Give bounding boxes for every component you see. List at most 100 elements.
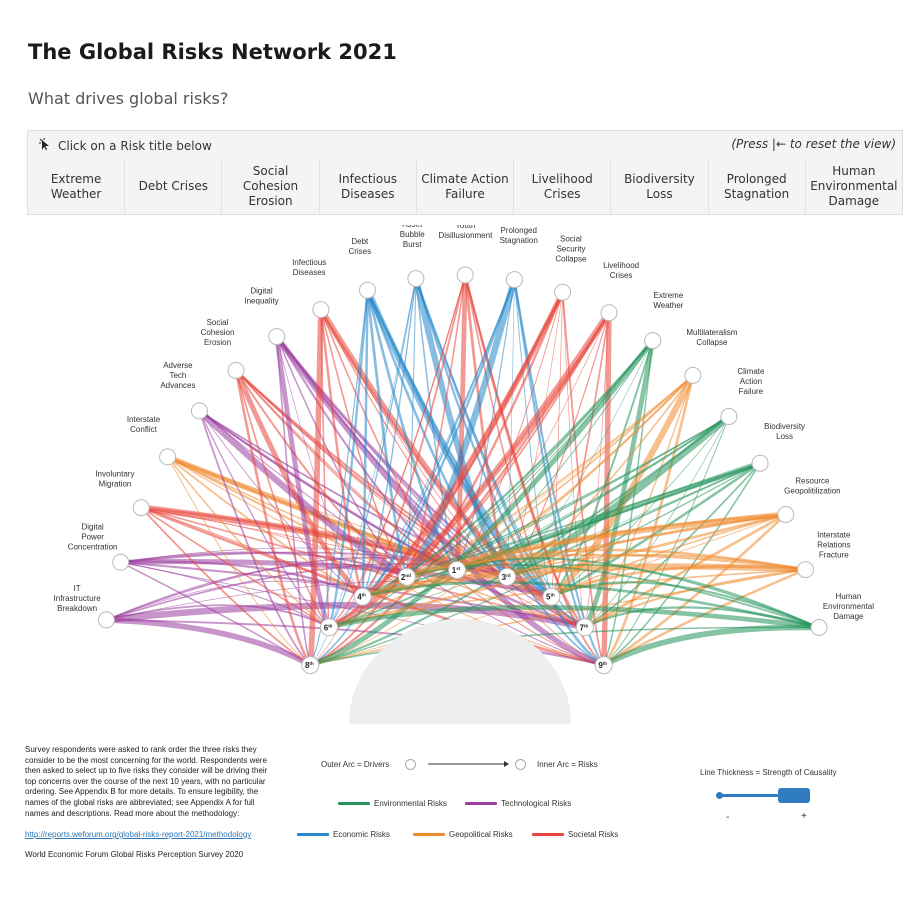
outer-node-label[interactable]: Youth Disillusionment bbox=[439, 225, 494, 240]
thickness-slider-track[interactable] bbox=[720, 794, 780, 797]
methodology-link[interactable]: http://reports.weforum.org/global-risks-… bbox=[25, 830, 252, 839]
inner-node-rank: 2nd bbox=[401, 573, 411, 582]
outer-node[interactable] bbox=[97, 611, 115, 629]
inner-node[interactable] bbox=[594, 656, 613, 675]
outer-node-label[interactable]: Digital Power Concentration bbox=[68, 523, 118, 552]
outer-node-label[interactable]: Adverse Tech Advances bbox=[160, 361, 195, 390]
network-link bbox=[167, 456, 311, 666]
outer-node[interactable] bbox=[810, 619, 828, 636]
inner-node[interactable] bbox=[575, 618, 594, 637]
outer-node[interactable] bbox=[359, 281, 376, 299]
outer-node-label[interactable]: Involuntary Migration bbox=[95, 469, 134, 488]
network-link bbox=[120, 561, 311, 666]
outer-node[interactable] bbox=[644, 332, 662, 350]
outer-node-label[interactable]: Debt Crises bbox=[348, 237, 371, 256]
outer-node[interactable] bbox=[312, 301, 330, 319]
outer-node-label[interactable]: AssetBubbleBurst bbox=[400, 225, 425, 249]
network-link bbox=[319, 309, 364, 598]
outer-node-label[interactable]: Social Cohesion Erosion bbox=[201, 318, 235, 347]
network-link bbox=[310, 626, 820, 666]
network-link bbox=[415, 278, 458, 571]
inner-node[interactable] bbox=[498, 567, 517, 586]
outer-node[interactable] bbox=[600, 304, 618, 322]
risk-button-biodiversity-loss[interactable]: Biodiversity Loss bbox=[611, 159, 709, 214]
source-note: World Economic Forum Global Risks Percep… bbox=[25, 850, 244, 859]
outer-node[interactable] bbox=[505, 271, 523, 289]
inner-node[interactable] bbox=[397, 567, 416, 586]
outer-node-label[interactable]: Human Environmental Damage bbox=[823, 592, 874, 621]
thickness-plus: + bbox=[801, 811, 807, 822]
outer-node-label[interactable]: Interstate Relations Fracture bbox=[817, 531, 851, 560]
inner-node[interactable] bbox=[542, 587, 561, 606]
outer-node[interactable] bbox=[190, 402, 208, 420]
outer-node[interactable] bbox=[720, 408, 738, 425]
outer-node[interactable] bbox=[684, 366, 702, 384]
network-link bbox=[361, 291, 565, 599]
network-link bbox=[361, 278, 417, 597]
network-link bbox=[310, 278, 417, 666]
thickness-minus: - bbox=[726, 812, 730, 823]
inner-node[interactable] bbox=[320, 618, 339, 637]
risk-button-extreme-weather[interactable]: Extreme Weather bbox=[28, 159, 126, 214]
inner-node[interactable] bbox=[448, 561, 466, 579]
network-link bbox=[584, 312, 610, 628]
page-subtitle: What drives global risks? bbox=[28, 89, 229, 108]
inner-node[interactable] bbox=[353, 587, 372, 606]
inner-arc-nodes: 8th 6th 4th 2nd 1st 3rd 5th 7th 9th bbox=[301, 561, 613, 675]
legend-label-technological: Technological Risks bbox=[501, 799, 572, 808]
network-link bbox=[412, 277, 510, 579]
thickness-slider-thumb[interactable] bbox=[778, 788, 810, 803]
outer-node[interactable] bbox=[751, 454, 769, 472]
inner-node[interactable] bbox=[301, 656, 320, 675]
outer-node-label[interactable]: Multilateralism Collapse bbox=[686, 328, 737, 347]
outer-node[interactable] bbox=[159, 448, 177, 466]
outer-node-label[interactable]: Resource Geopolitilization bbox=[784, 477, 840, 496]
network-link bbox=[406, 415, 730, 578]
legend-label-societal: Societal Risks bbox=[568, 830, 619, 839]
page-title: The Global Risks Network 2021 bbox=[28, 40, 397, 64]
outer-node[interactable] bbox=[554, 283, 572, 301]
network-link bbox=[550, 565, 806, 598]
network-link bbox=[275, 336, 312, 666]
outer-node[interactable] bbox=[112, 553, 130, 571]
outer-node-label[interactable]: Infectious Diseases bbox=[292, 258, 326, 277]
inner-node-rank: 4th bbox=[357, 593, 366, 602]
network-link bbox=[276, 336, 363, 597]
network-link bbox=[141, 507, 363, 598]
outer-node[interactable] bbox=[227, 362, 245, 379]
outer-node[interactable] bbox=[407, 270, 425, 288]
risk-button-social-cohesion-erosion[interactable]: Social Cohesion Erosion bbox=[222, 159, 320, 214]
outer-node-label[interactable]: Climate Action Failure bbox=[737, 367, 765, 396]
network-link bbox=[550, 581, 820, 629]
network-link bbox=[310, 462, 761, 666]
risk-button-climate-action-failure[interactable]: Climate Action Failure bbox=[417, 159, 515, 214]
legend-swatch-environmental bbox=[338, 802, 370, 805]
outer-node-label[interactable]: IT Infrastructure Breakdown bbox=[54, 584, 102, 613]
network-link bbox=[506, 462, 761, 578]
risk-button-debt-crises[interactable]: Debt Crises bbox=[125, 159, 223, 214]
outer-node-label[interactable]: Interstate Conflict bbox=[127, 415, 161, 434]
outer-node[interactable] bbox=[268, 328, 286, 346]
outer-node-label[interactable]: Livelihood Crises bbox=[603, 261, 639, 280]
outer-node[interactable] bbox=[777, 506, 795, 523]
risk-button-livelihood-crises[interactable]: Livelihood Crises bbox=[514, 159, 612, 214]
legend-label-economic: Economic Risks bbox=[333, 830, 390, 839]
inner-node-rank: 9th bbox=[598, 661, 607, 670]
outer-node-label[interactable]: Extreme Weather bbox=[653, 291, 683, 310]
network-link bbox=[362, 580, 820, 629]
outer-node-label[interactable]: Social Security Collapse bbox=[555, 234, 587, 263]
legend-arrow-icon bbox=[428, 761, 509, 767]
outer-node[interactable] bbox=[456, 266, 474, 284]
outer-node[interactable] bbox=[797, 561, 814, 579]
outer-node-label[interactable]: Digital Inequality bbox=[244, 287, 278, 306]
risk-button-infectious-diseases[interactable]: Infectious Diseases bbox=[320, 159, 417, 214]
risk-button-prolonged-stagnation[interactable]: Prolonged Stagnation bbox=[709, 159, 806, 214]
thickness-slider-min bbox=[716, 792, 723, 799]
network-link bbox=[406, 340, 654, 578]
legend-label-geopolitical: Geopolitical Risks bbox=[449, 830, 513, 839]
network-link bbox=[362, 312, 610, 598]
outer-node-label[interactable]: Biodiversity Loss bbox=[764, 422, 805, 441]
risk-button-human-environmental-damage[interactable]: Human Environmental Damage bbox=[810, 164, 898, 208]
outer-node-label[interactable]: Prolonged Stagnation bbox=[500, 226, 538, 245]
outer-node[interactable] bbox=[132, 499, 150, 517]
